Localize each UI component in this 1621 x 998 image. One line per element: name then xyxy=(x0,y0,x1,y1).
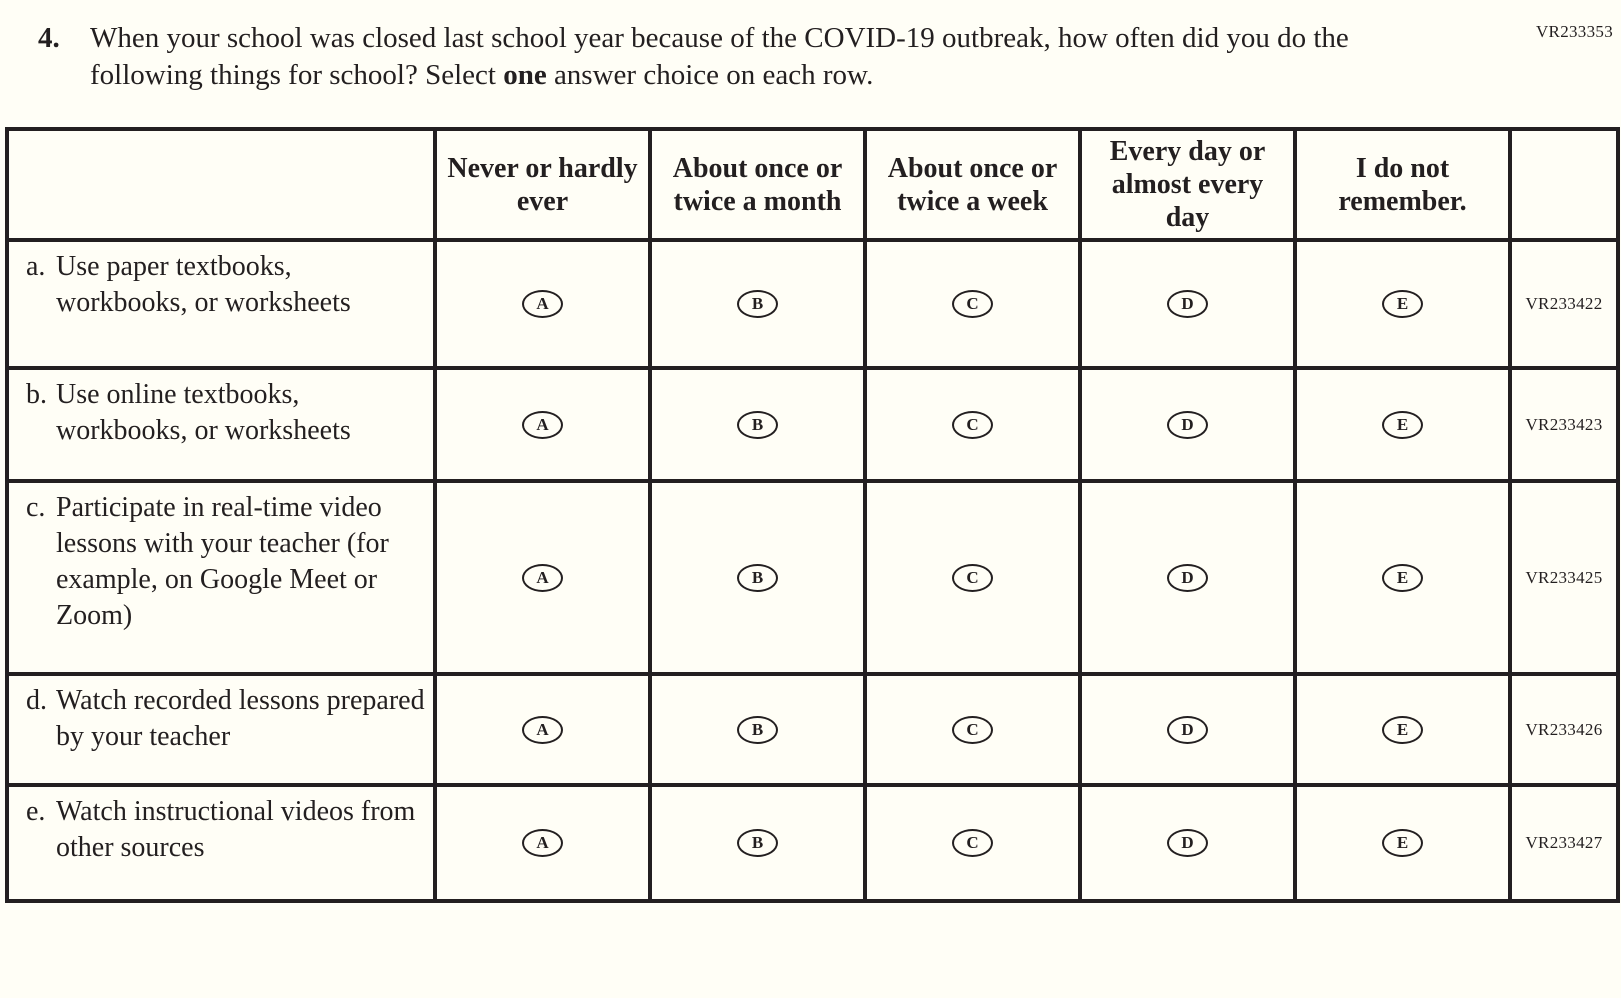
choice-bubble-b-everyday[interactable]: D xyxy=(1167,410,1208,439)
question-text-part1: When your school was closed last school … xyxy=(90,22,1349,91)
choice-cell: D xyxy=(1078,366,1297,483)
choice-bubble-d-noremember[interactable]: E xyxy=(1382,715,1423,744)
choice-cell: E xyxy=(1293,783,1512,903)
choice-cell: A xyxy=(433,783,652,903)
table-row-a: a. Use paper textbooks, workbooks, or wo… xyxy=(5,238,1620,370)
choice-cell: E xyxy=(1293,238,1512,370)
choice-cell: B xyxy=(648,238,867,370)
choice-cell: A xyxy=(433,366,652,483)
choice-cell: D xyxy=(1078,783,1297,903)
item-label-d: d. Watch recorded lessons prepared by yo… xyxy=(5,672,437,787)
item-text: Watch recorded lessons prepared by your … xyxy=(56,685,425,752)
choice-bubble-e-noremember[interactable]: E xyxy=(1382,829,1423,857)
item-letter: b. xyxy=(26,379,47,410)
header-empty-cell xyxy=(5,127,437,242)
header-code-cell xyxy=(1508,127,1620,242)
header-row: Never or hardly ever About once or twice… xyxy=(5,127,1620,242)
item-text: Use online textbooks, workbooks, or work… xyxy=(56,379,351,446)
form-code: VR233353 xyxy=(1535,22,1613,41)
item-label-b: b. Use online textbooks, workbooks, or w… xyxy=(5,366,437,483)
header-every-day: Every day or almost every day xyxy=(1078,127,1297,242)
item-letter: d. xyxy=(26,685,47,716)
choice-bubble-d-month[interactable]: B xyxy=(737,715,778,744)
table-row-b: b. Use online textbooks, workbooks, or w… xyxy=(5,366,1620,483)
choice-bubble-e-never[interactable]: A xyxy=(522,829,563,857)
choice-cell: B xyxy=(648,783,867,903)
item-text: Use paper textbooks, workbooks, or works… xyxy=(56,251,351,318)
choice-cell: D xyxy=(1078,479,1297,676)
choice-bubble-e-week[interactable]: C xyxy=(952,829,993,857)
row-code: VR233426 xyxy=(1508,672,1620,787)
question-block: 4. When your school was closed last scho… xyxy=(38,20,1621,94)
header-never: Never or hardly ever xyxy=(433,127,652,242)
choice-cell: C xyxy=(863,238,1082,370)
item-letter: a. xyxy=(26,251,46,282)
header-do-not-remember: I do not remember. xyxy=(1293,127,1512,242)
choice-bubble-b-noremember[interactable]: E xyxy=(1382,410,1423,439)
choice-cell: B xyxy=(648,366,867,483)
question-text: When your school was closed last school … xyxy=(90,20,1425,94)
choice-bubble-d-never[interactable]: A xyxy=(522,715,563,744)
table-row-e: e. Watch instructional videos from other… xyxy=(5,783,1620,903)
item-letter: c. xyxy=(26,492,46,523)
choice-bubble-e-everyday[interactable]: D xyxy=(1167,829,1208,857)
choice-cell: E xyxy=(1293,672,1512,787)
item-label-a: a. Use paper textbooks, workbooks, or wo… xyxy=(5,238,437,370)
choice-bubble-c-month[interactable]: B xyxy=(737,563,778,592)
choice-cell: C xyxy=(863,672,1082,787)
choice-bubble-a-noremember[interactable]: E xyxy=(1382,290,1423,318)
choice-bubble-a-month[interactable]: B xyxy=(737,290,778,318)
question-text-bold: one xyxy=(503,59,547,91)
choice-cell: C xyxy=(863,366,1082,483)
choice-bubble-e-month[interactable]: B xyxy=(737,829,778,857)
choice-bubble-b-week[interactable]: C xyxy=(952,410,993,439)
choice-bubble-a-week[interactable]: C xyxy=(952,290,993,318)
table-row-d: d. Watch recorded lessons prepared by yo… xyxy=(5,672,1620,787)
choice-cell: A xyxy=(433,238,652,370)
choice-cell: E xyxy=(1293,366,1512,483)
header-once-twice-week: About once or twice a week xyxy=(863,127,1082,242)
table-row-c: c. Participate in real-time video lesson… xyxy=(5,479,1620,676)
choice-cell: B xyxy=(648,672,867,787)
item-label-e: e. Watch instructional videos from other… xyxy=(5,783,437,903)
header-once-twice-month: About once or twice a month xyxy=(648,127,867,242)
choice-bubble-a-everyday[interactable]: D xyxy=(1167,290,1208,318)
choice-cell: B xyxy=(648,479,867,676)
choice-bubble-b-never[interactable]: A xyxy=(522,410,563,439)
choice-bubble-c-everyday[interactable]: D xyxy=(1167,563,1208,592)
item-letter: e. xyxy=(26,796,46,827)
choice-cell: D xyxy=(1078,672,1297,787)
choice-cell: A xyxy=(433,479,652,676)
choice-cell: C xyxy=(863,479,1082,676)
item-text: Participate in real-time video lessons w… xyxy=(56,492,389,631)
question-number: 4. xyxy=(38,22,60,54)
choice-cell: C xyxy=(863,783,1082,903)
choice-cell: A xyxy=(433,672,652,787)
row-code: VR233423 xyxy=(1508,366,1620,483)
row-code: VR233427 xyxy=(1508,783,1620,903)
choice-bubble-c-noremember[interactable]: E xyxy=(1382,563,1423,592)
item-label-c: c. Participate in real-time video lesson… xyxy=(5,479,437,676)
row-code: VR233422 xyxy=(1508,238,1620,370)
choice-bubble-a-never[interactable]: A xyxy=(522,290,563,318)
choice-bubble-d-everyday[interactable]: D xyxy=(1167,715,1208,744)
choice-bubble-b-month[interactable]: B xyxy=(737,410,778,439)
item-text: Watch instructional videos from other so… xyxy=(56,796,416,863)
choice-bubble-c-never[interactable]: A xyxy=(522,563,563,592)
choice-cell: D xyxy=(1078,238,1297,370)
choice-bubble-c-week[interactable]: C xyxy=(952,563,993,592)
response-grid: Never or hardly ever About once or twice… xyxy=(5,127,1620,903)
choice-cell: E xyxy=(1293,479,1512,676)
question-text-part2: answer choice on each row. xyxy=(546,59,874,91)
row-code: VR233425 xyxy=(1508,479,1620,676)
choice-bubble-d-week[interactable]: C xyxy=(952,715,993,744)
